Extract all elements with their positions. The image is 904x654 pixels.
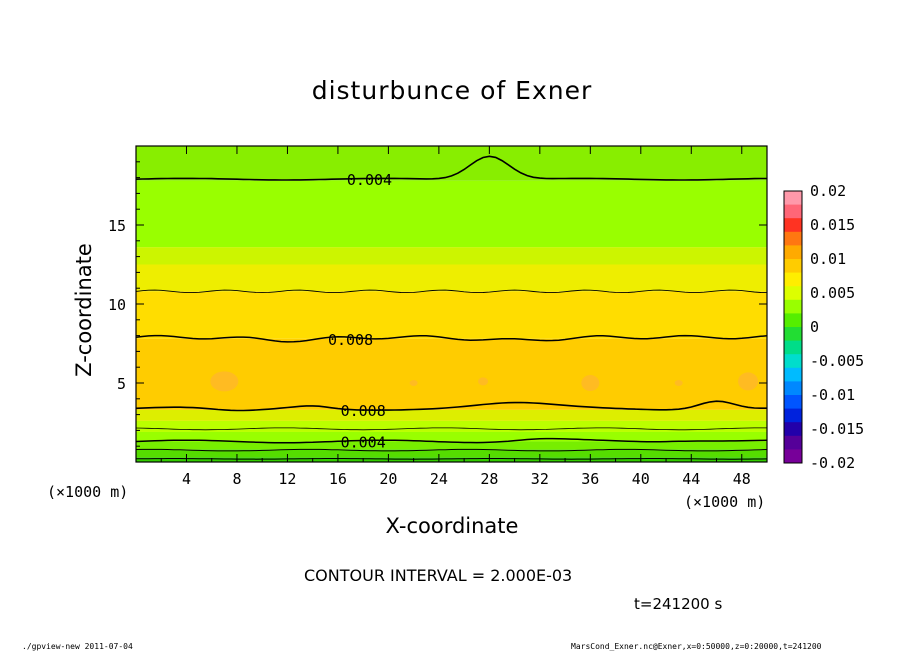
contour-line-5 bbox=[135, 334, 768, 343]
x-axis-label: X-coordinate bbox=[385, 514, 519, 538]
contour-label-0: 0.004 bbox=[347, 171, 392, 189]
x-tick-label-4: 20 bbox=[379, 470, 397, 488]
field-blob-4 bbox=[674, 380, 683, 386]
colorbar-segment-11 bbox=[784, 340, 802, 355]
time-text: t=241200 s bbox=[634, 595, 723, 613]
contour-label-2: 0.008 bbox=[341, 402, 386, 420]
x-tick-label-10: 44 bbox=[682, 470, 700, 488]
y-tick-label-0: 5 bbox=[117, 375, 126, 393]
y-tick-label-2: 15 bbox=[108, 217, 126, 235]
contour-line-0 bbox=[136, 458, 768, 460]
colorbar-label-2: 0.01 bbox=[810, 250, 846, 268]
colorbar-segment-7 bbox=[784, 286, 802, 301]
colorbar-label-3: 0.005 bbox=[810, 284, 855, 302]
field-band-1 bbox=[136, 449, 767, 458]
contour-label-1: 0.008 bbox=[328, 331, 373, 349]
contour-line-1 bbox=[135, 448, 768, 452]
x-tick-label-11: 48 bbox=[733, 470, 751, 488]
x-axis: 4 8 12 16 20 24 28 32 36 40 44 48 bbox=[160, 146, 751, 488]
field-band-8 bbox=[136, 264, 767, 292]
filled-contour-field bbox=[136, 146, 767, 462]
colorbar-segment-13 bbox=[784, 367, 802, 382]
colorbar-frame bbox=[783, 190, 803, 464]
footer-left: ./gpview-new 2011-07-04 bbox=[22, 642, 133, 651]
colorbar-segment-4 bbox=[784, 245, 802, 260]
contour-label-3: 0.004 bbox=[341, 433, 386, 451]
colorbar-segment-19 bbox=[784, 449, 802, 464]
x-tick-label-5: 24 bbox=[430, 470, 448, 488]
contour-line-2 bbox=[135, 437, 768, 444]
contour-line-6 bbox=[135, 289, 768, 294]
colorbar-label-5: -0.005 bbox=[810, 352, 864, 370]
field-blob-2 bbox=[581, 375, 600, 391]
x-tick-label-7: 32 bbox=[531, 470, 549, 488]
colorbar-segment-16 bbox=[784, 408, 802, 423]
x-tick-label-9: 40 bbox=[632, 470, 650, 488]
x-unit-right: (×1000 m) bbox=[684, 493, 766, 511]
contour-line-3 bbox=[135, 427, 767, 431]
field-blob-1 bbox=[478, 377, 489, 386]
colorbar-segment-0 bbox=[784, 191, 802, 206]
field-band-6 bbox=[136, 338, 767, 410]
contour-line-4 bbox=[135, 400, 767, 412]
colorbar-label-7: -0.015 bbox=[810, 420, 864, 438]
colorbar-segment-2 bbox=[784, 218, 802, 233]
y-axis-label: Z-coordinate bbox=[72, 243, 96, 377]
x-tick-label-1: 8 bbox=[232, 470, 241, 488]
colorbar-segment-1 bbox=[784, 204, 802, 219]
colorbar-segment-3 bbox=[784, 231, 802, 246]
field-band-2 bbox=[136, 441, 767, 450]
field-band-4 bbox=[136, 420, 767, 432]
field-blob-0 bbox=[210, 371, 239, 392]
colorbar-segment-12 bbox=[784, 354, 802, 369]
field-band-0 bbox=[136, 457, 767, 462]
footer-right: MarsCond_Exner.nc@Exner,x=0:50000,z=0:20… bbox=[571, 642, 822, 651]
x-tick-label-8: 36 bbox=[581, 470, 599, 488]
x-tick-label-0: 4 bbox=[182, 470, 191, 488]
contour-interval-text: CONTOUR INTERVAL = 2.000E-03 bbox=[304, 566, 573, 585]
colorbar-label-4: 0 bbox=[810, 318, 819, 336]
field-band-11 bbox=[136, 146, 767, 181]
colorbar-label-6: -0.01 bbox=[810, 386, 855, 404]
contour-lines bbox=[135, 155, 768, 460]
field-blob-5 bbox=[409, 380, 418, 386]
colorbar-segment-17 bbox=[784, 422, 802, 437]
colorbar-segment-18 bbox=[784, 435, 802, 450]
contour-line-7 bbox=[135, 155, 767, 181]
field-blob-3 bbox=[738, 372, 759, 391]
colorbar-segment-8 bbox=[784, 299, 802, 314]
contour-labels: 0.004 0.008 0.008 0.004 bbox=[328, 171, 392, 451]
field-band-9 bbox=[136, 247, 767, 265]
colorbar-segment-10 bbox=[784, 327, 802, 342]
y-tick-label-1: 10 bbox=[108, 296, 126, 314]
colorbar-label-0: 0.02 bbox=[810, 182, 846, 200]
x-tick-label-6: 28 bbox=[480, 470, 498, 488]
field-band-5 bbox=[136, 409, 767, 421]
x-unit-left: (×1000 m) bbox=[47, 483, 129, 501]
x-tick-label-2: 12 bbox=[278, 470, 296, 488]
colorbar-segment-15 bbox=[784, 395, 802, 410]
field-band-3 bbox=[136, 431, 767, 442]
colorbar-label-8: -0.02 bbox=[810, 454, 855, 472]
colorbar: 0.02 0.015 0.01 0.005 0 -0.005 -0.01 -0.015 -0.0… bbox=[783, 182, 864, 472]
field-band-7 bbox=[136, 291, 767, 339]
field-band-10 bbox=[136, 180, 767, 248]
colorbar-segment-5 bbox=[784, 259, 802, 274]
colorbar-segment-9 bbox=[784, 313, 802, 328]
colorbar-segment-6 bbox=[784, 272, 802, 287]
chart-title: disturbunce of Exner bbox=[311, 76, 593, 105]
x-tick-label-3: 16 bbox=[329, 470, 347, 488]
y-axis: 5 10 15 bbox=[108, 161, 767, 447]
colorbar-segment-14 bbox=[784, 381, 802, 396]
colorbar-label-1: 0.015 bbox=[810, 216, 855, 234]
